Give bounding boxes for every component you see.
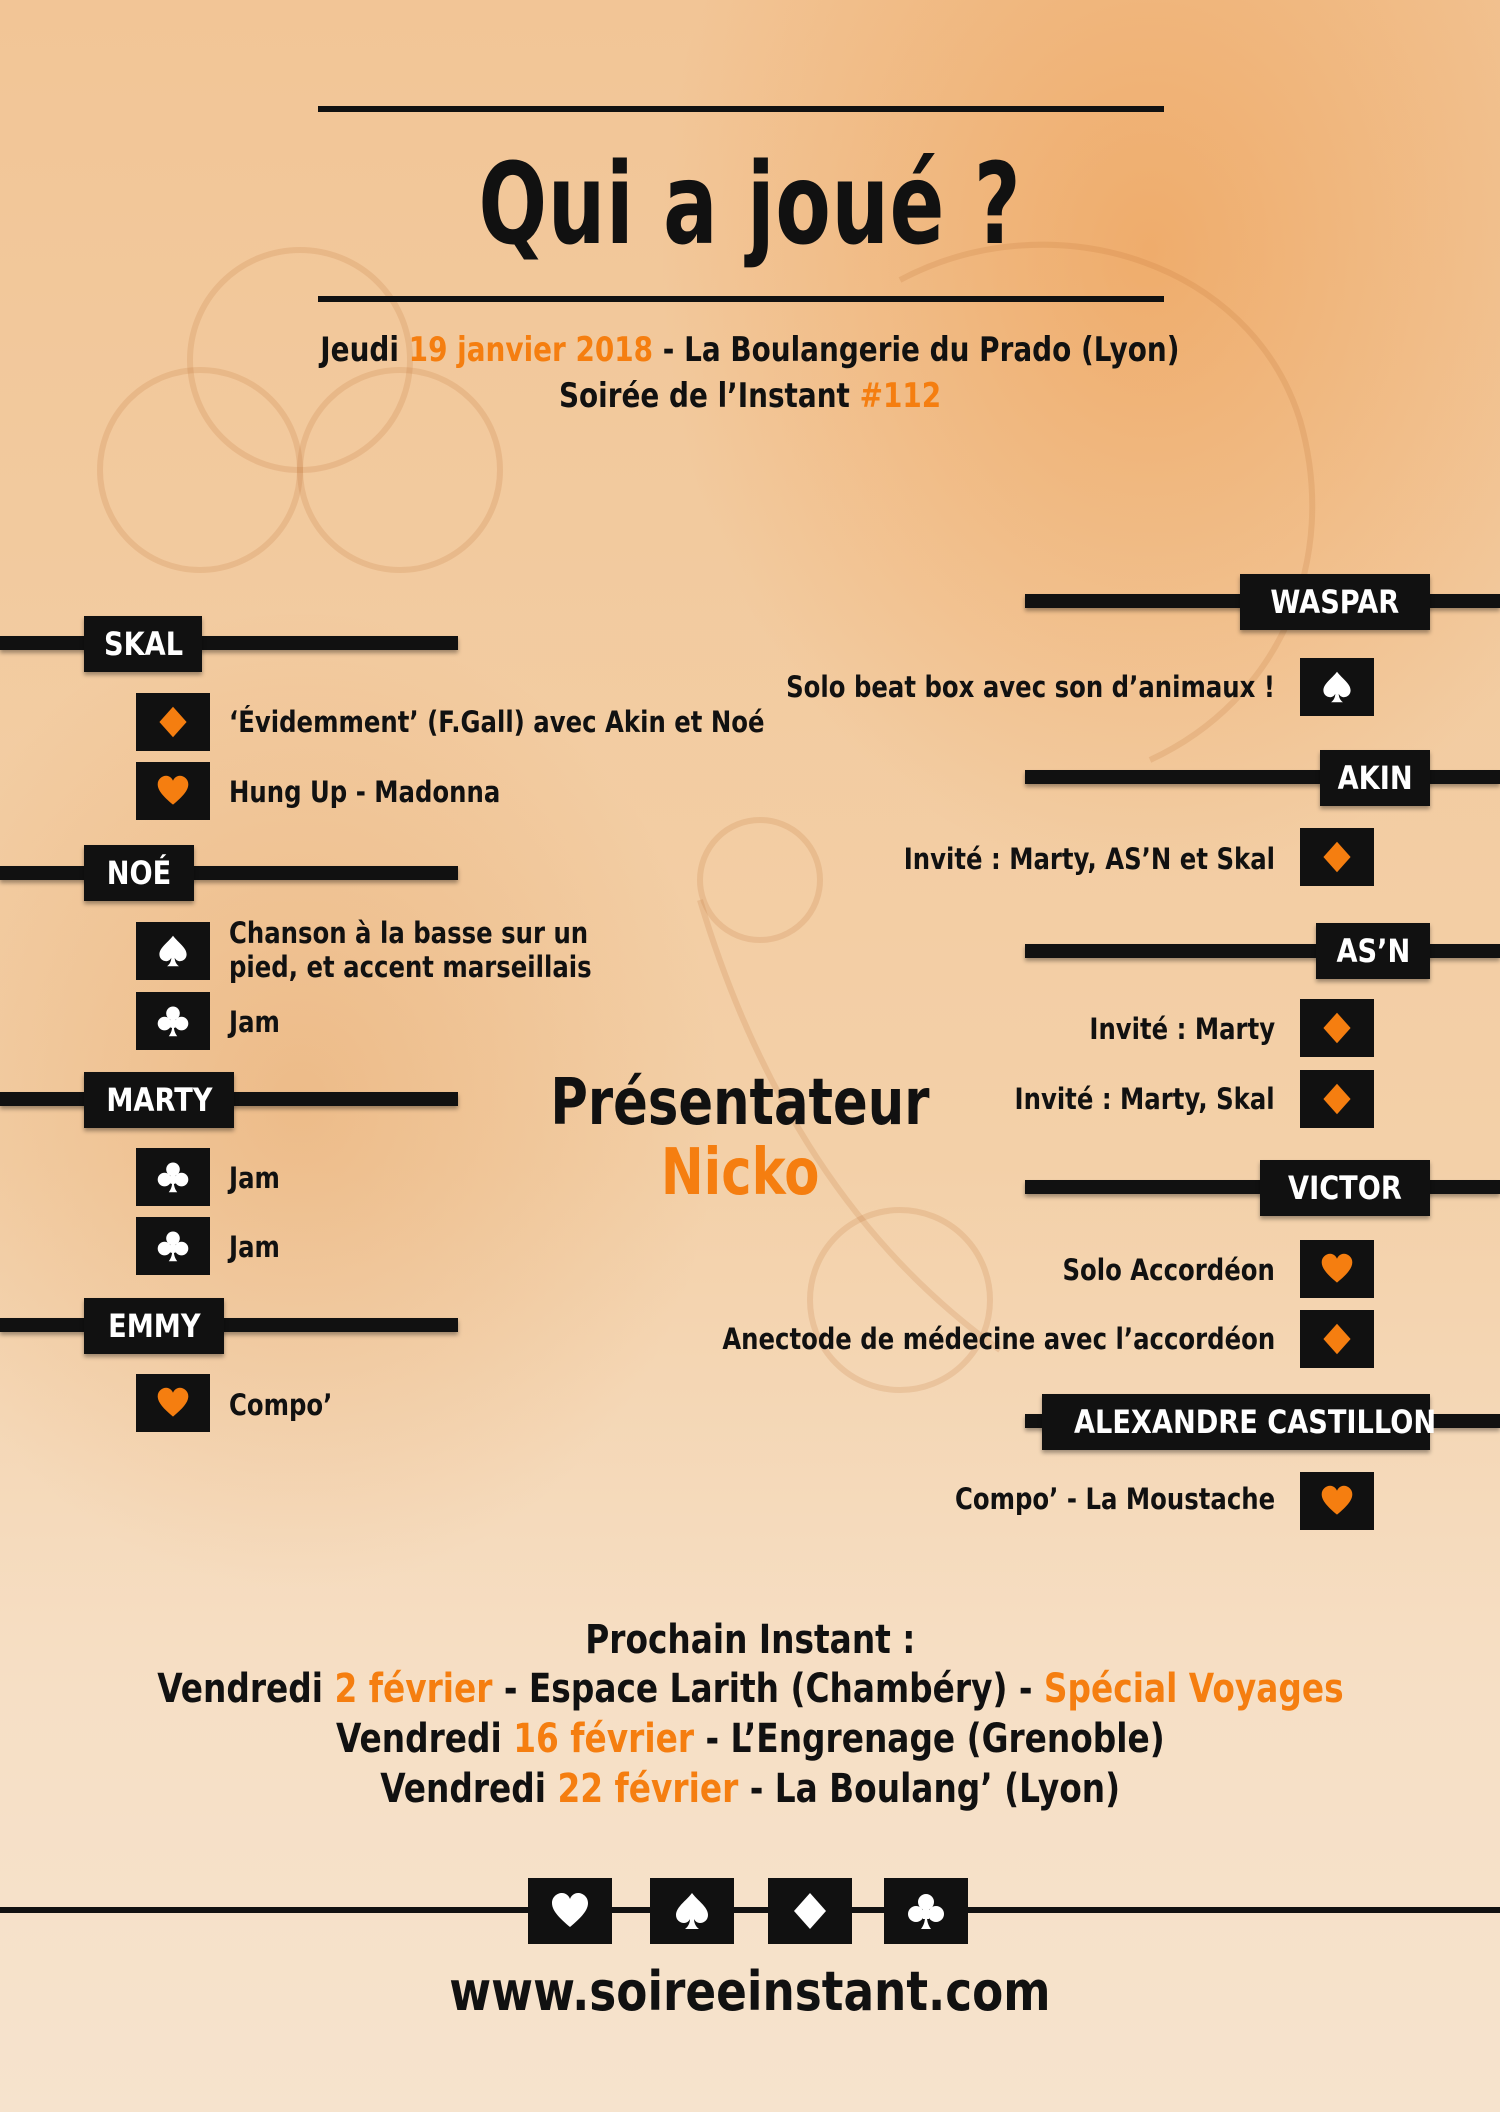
player-name-waspar: WASPAR [1240, 574, 1430, 630]
footer-suit-box [768, 1878, 852, 1944]
act-suit-box [136, 1217, 210, 1275]
event-venue: - La Boulangerie du Prado (Lyon) [662, 330, 1180, 370]
player-name-skal: SKAL [84, 616, 202, 672]
heart-icon [1321, 1485, 1353, 1515]
player-name-marty: MARTY [84, 1072, 234, 1128]
heart-icon [157, 1387, 189, 1417]
club-icon [157, 1231, 189, 1262]
player-bar-emmy [0, 1318, 458, 1332]
act-text: Jam [229, 1005, 280, 1039]
act-text: ‘Évidemment’ (F.Gall) avec Akin et Noé [229, 705, 765, 739]
diamond-icon [1323, 1323, 1351, 1355]
player-name-asn: AS’N [1316, 923, 1430, 979]
event-special: Spécial Voyages [1043, 1666, 1344, 1712]
presenter-label: Présentateur [550, 1066, 930, 1140]
act-suit-box [1300, 999, 1374, 1057]
act-text: Anectode de médecine avec l’accordéon [722, 1322, 1275, 1356]
player-name-emmy: EMMY [84, 1298, 224, 1354]
act-text: Hung Up - Madonna [229, 775, 501, 809]
act-text: Invité : Marty, AS’N et Skal [903, 842, 1275, 876]
act-suit-box [136, 1148, 210, 1206]
diamond-icon [794, 1893, 826, 1929]
act-text: Jam [229, 1230, 280, 1264]
spade-icon [1323, 671, 1351, 703]
event-date: 19 janvier 2018 [408, 330, 654, 370]
player-name-akin: AKIN [1320, 750, 1430, 806]
event-date: 2 février [334, 1666, 493, 1712]
act-suit-box [136, 762, 210, 820]
diamond-icon [1323, 1083, 1351, 1115]
event-date: 16 février [512, 1716, 694, 1762]
act-text: Compo’ [229, 1388, 333, 1422]
spade-icon [676, 1893, 708, 1929]
soiree-line: Soirée de l’Instant #112 [0, 376, 1500, 416]
event-place: - Espace Larith (Chambéry) - [503, 1666, 1033, 1712]
act-text: Jam [229, 1161, 280, 1195]
club-icon [908, 1894, 944, 1929]
act-text: Invité : Marty [1089, 1012, 1275, 1046]
act-suit-box [1300, 1070, 1374, 1128]
heart-icon [1321, 1253, 1353, 1283]
heart-icon [552, 1893, 588, 1927]
presenter-name: Nicko [660, 1136, 820, 1210]
spade-icon [159, 935, 187, 967]
event-day: Vendredi [335, 1716, 502, 1762]
act-suit-box [136, 1374, 210, 1432]
event-place: - La Boulang’ (Lyon) [749, 1766, 1120, 1812]
player-name-noe: NOÉ [84, 845, 194, 901]
next-event-1: Vendredi 2 février - Espace Larith (Cham… [0, 1666, 1500, 1712]
next-event-2: Vendredi 16 février - L’Engrenage (Greno… [0, 1716, 1500, 1762]
act-suit-box [1300, 1472, 1374, 1530]
act-suit-box [136, 922, 210, 980]
footer-rule [0, 1907, 1500, 1913]
player-name-alexandre-castillon: ALEXANDRE CASTILLON [1042, 1394, 1436, 1450]
diamond-icon [159, 706, 187, 738]
act-suit-box [1300, 658, 1374, 716]
event-day: Vendredi [380, 1766, 546, 1812]
act-text: Solo Accordéon [1062, 1253, 1275, 1287]
diamond-icon [1323, 841, 1351, 873]
player-name-victor: VICTOR [1260, 1160, 1430, 1216]
footer-suit-box [650, 1878, 734, 1944]
event-info-line: Jeudi 19 janvier 2018 - La Boulangerie d… [0, 330, 1500, 370]
act-suit-box [1300, 1310, 1374, 1368]
next-event-3: Vendredi 22 février - La Boulang’ (Lyon) [0, 1766, 1500, 1812]
next-heading: Prochain Instant : [584, 1617, 916, 1663]
footer-suit-box [528, 1878, 612, 1944]
title-top-rule [318, 106, 1164, 112]
footer-suit-box [884, 1878, 968, 1944]
act-text: Solo beat box avec son d’animaux ! [786, 670, 1275, 704]
club-icon [157, 1162, 189, 1193]
act-text: Compo’ - La Moustache [954, 1482, 1275, 1516]
event-day: Vendredi [156, 1666, 323, 1712]
club-icon [157, 1006, 189, 1037]
act-suit-box [136, 992, 210, 1050]
title-bottom-rule [318, 296, 1164, 302]
diamond-icon [1323, 1012, 1351, 1044]
act-text: Invité : Marty, Skal [1014, 1082, 1275, 1116]
event-place: - L’Engrenage (Grenoble) [705, 1716, 1165, 1762]
heart-icon [157, 775, 189, 805]
act-text: Chanson à la basse sur un pied, et accent… [229, 916, 592, 984]
page-title: Qui a joué ? [478, 140, 1022, 270]
act-suit-box [1300, 1240, 1374, 1298]
player-bar-noe [0, 866, 458, 880]
player-bar-skal [0, 636, 458, 650]
act-suit-box [136, 693, 210, 751]
soiree-label: Soirée de l’Instant [558, 376, 850, 416]
website-link[interactable]: www.soireeinstant.com [449, 1960, 1051, 2023]
soiree-number: #112 [859, 376, 942, 416]
act-suit-box [1300, 828, 1374, 886]
event-day: Jeudi [320, 330, 400, 370]
event-date: 22 février [557, 1766, 739, 1812]
